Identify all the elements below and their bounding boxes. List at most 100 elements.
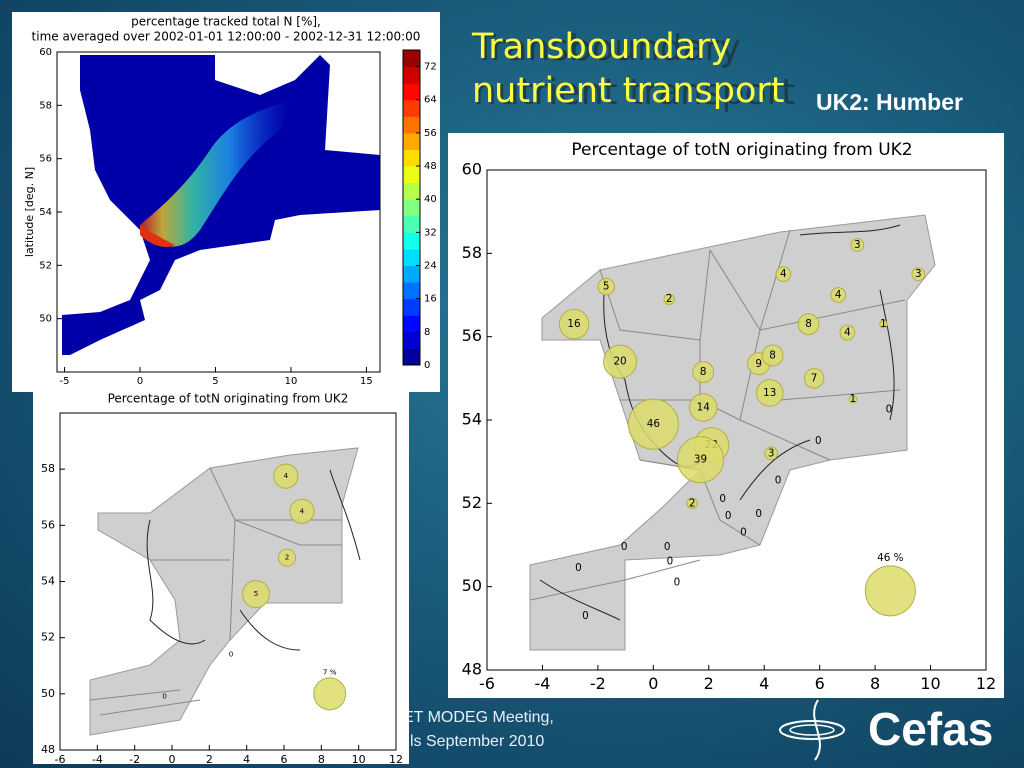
y-tick-label: 48 <box>41 743 55 756</box>
bubble-label: 2 <box>666 293 673 305</box>
y-tick-label: 58 <box>39 100 52 111</box>
chart-title: time averaged over 2002-01-01 12:00:00 -… <box>32 30 421 44</box>
bubble <box>830 287 847 303</box>
bubble <box>603 344 638 379</box>
x-tick-label: 0 <box>169 753 176 766</box>
x-tick-label: 4 <box>759 674 769 693</box>
bubble-label: 4 <box>835 289 842 301</box>
x-tick-label: -4 <box>534 674 550 693</box>
y-tick-label: 58 <box>462 243 482 262</box>
bubble <box>911 267 926 282</box>
bubble-label: 4 <box>844 327 851 339</box>
colorbar-tick-label: 8 <box>424 327 430 338</box>
bubble <box>627 398 679 450</box>
y-tick-label: 60 <box>39 47 52 58</box>
x-tick-label: -6 <box>55 753 66 766</box>
bubble-label: 0 <box>755 508 762 520</box>
key-bubble <box>313 677 347 711</box>
plume <box>140 100 290 247</box>
slide-title: Transboundary nutrient transport <box>471 27 785 111</box>
colorbar-tick-label: 72 <box>424 62 437 73</box>
bubble-label: 4 <box>300 506 305 515</box>
colorbar-band <box>403 66 420 84</box>
bubble-label: 2 <box>689 497 696 509</box>
bubble-label: 8 <box>700 366 707 378</box>
colorbar-band <box>403 348 420 366</box>
model-domain <box>62 55 380 355</box>
chart-title: Percentage of totN originating from UK2 <box>108 392 349 406</box>
colorbar-band <box>403 215 420 233</box>
region-borders <box>89 467 342 716</box>
bubble <box>597 277 615 296</box>
y-tick-label: 50 <box>39 314 52 325</box>
logo-text: Cefas <box>868 703 993 755</box>
bubble <box>241 580 271 609</box>
logo: Cefas <box>779 699 993 761</box>
colorbar-band <box>403 116 420 134</box>
bubble-label: 4 <box>780 268 787 280</box>
bubble-label: 8 <box>805 318 812 330</box>
bubble-label: 3 <box>915 268 922 280</box>
bubble-label: 0 <box>775 474 782 486</box>
bubble-label: 0 <box>229 650 234 659</box>
title-shadow: Transboundary nutrient transport <box>473 28 795 113</box>
chart-title: Percentage of totN originating from UK2 <box>571 140 912 160</box>
colorbar-band <box>403 182 420 200</box>
y-tick-label: 50 <box>462 576 482 595</box>
chart-title: percentage tracked total N [%], <box>131 15 321 29</box>
colorbar-band <box>403 265 420 283</box>
bubble-label: 8 <box>769 349 776 361</box>
bubble <box>676 436 724 484</box>
footer-line: ET MODEG Meeting, <box>403 709 554 726</box>
bubble <box>850 238 865 252</box>
y-tick-label: 60 <box>462 160 482 179</box>
bubble-label: 0 <box>674 577 681 589</box>
bubble <box>797 313 820 336</box>
colorbar-tick-label: 40 <box>424 194 437 205</box>
bubble <box>558 308 590 340</box>
bubble <box>273 463 299 489</box>
colorbar-band <box>403 199 420 217</box>
x-tick-label: 8 <box>870 674 880 693</box>
colorbar-tick-label: 24 <box>424 261 437 272</box>
bubble-label: 0 <box>719 493 726 505</box>
x-tick-label: -5 <box>60 376 70 387</box>
bubble-label: 16 <box>567 318 580 330</box>
bubble-label: 14 <box>697 402 711 414</box>
x-tick-label: -2 <box>590 674 606 693</box>
y-tick-label: 54 <box>41 575 55 588</box>
bubble-label: 2 <box>285 553 290 562</box>
plume-core <box>140 225 175 247</box>
bubble <box>663 293 675 305</box>
x-tick-label: 10 <box>352 753 366 766</box>
colorbar-band <box>403 298 420 316</box>
bubble-label: 0 <box>575 562 582 574</box>
key-bubble <box>864 565 916 617</box>
colorbar-tick-label: 16 <box>424 294 437 305</box>
colorbar-band <box>403 99 420 117</box>
colorbar-band <box>403 50 420 68</box>
bubble-label: 0 <box>664 541 671 553</box>
y-tick-label: 52 <box>462 493 482 512</box>
colorbar-band <box>403 166 420 184</box>
bubble <box>692 361 715 384</box>
y-tick-label: 52 <box>41 631 55 644</box>
bubble <box>848 394 858 404</box>
colorbar-band <box>403 331 420 349</box>
bubble-label: 1 <box>850 393 857 405</box>
footer-line: ls September 2010 <box>410 733 544 750</box>
bubble-label: 0 <box>582 610 589 622</box>
bubble-label: 4 <box>284 471 289 480</box>
y-tick-label: 54 <box>462 410 482 429</box>
coastline <box>539 224 901 621</box>
y-tick-label: 52 <box>39 260 52 271</box>
x-tick-label: 6 <box>281 753 288 766</box>
bubble-label: 13 <box>763 387 776 399</box>
bubble <box>289 498 315 524</box>
bubble <box>839 324 856 341</box>
y-tick-label: 56 <box>39 154 52 165</box>
colorbar-band <box>403 132 420 150</box>
